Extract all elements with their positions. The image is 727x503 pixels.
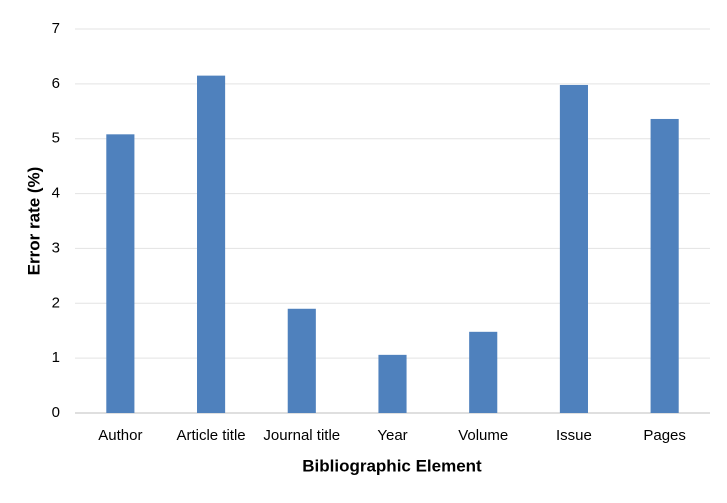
y-tick-label: 0: [52, 404, 60, 421]
x-tick-label: Pages: [643, 427, 686, 444]
bar: [106, 134, 135, 413]
x-tick-label: Article title: [176, 427, 245, 444]
x-tick-label: Issue: [556, 427, 592, 444]
bar: [287, 308, 316, 413]
bar: [469, 331, 498, 413]
bar: [378, 354, 407, 413]
y-axis-title: Error rate (%): [24, 167, 43, 276]
y-tick-label: 1: [52, 349, 60, 366]
x-tick-label: Journal title: [263, 427, 340, 444]
bar: [197, 75, 226, 413]
y-tick-label: 4: [52, 185, 60, 202]
y-tick-label: 3: [52, 239, 60, 256]
x-tick-label: Year: [377, 427, 407, 444]
y-tick-label: 7: [52, 20, 60, 37]
y-tick-label: 2: [52, 294, 60, 311]
x-tick-label: Author: [98, 427, 142, 444]
x-axis-title: Bibliographic Element: [302, 456, 482, 475]
y-tick-label: 5: [52, 130, 60, 147]
y-tick-label: 6: [52, 75, 60, 92]
x-tick-label: Volume: [458, 427, 508, 444]
bar: [650, 118, 679, 414]
bar: [559, 84, 588, 413]
